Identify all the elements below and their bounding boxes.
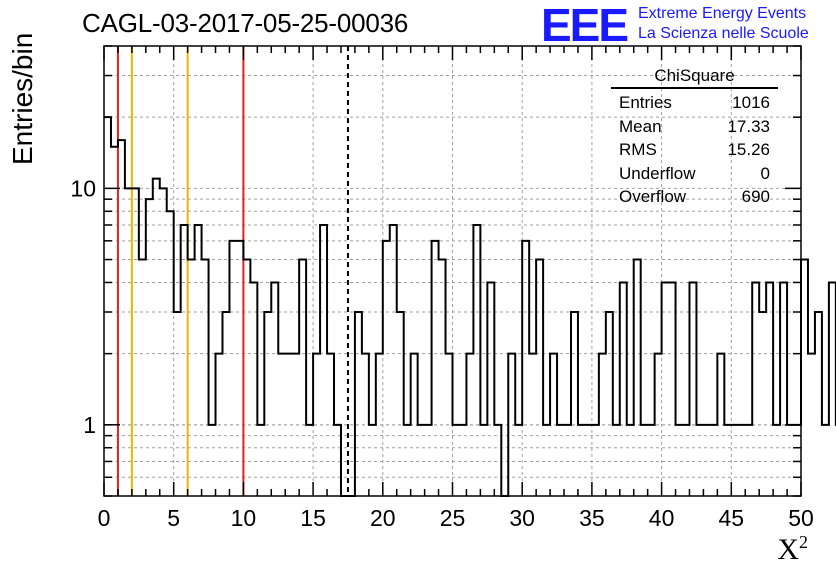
stats-value: 690	[741, 187, 770, 206]
x-tick-label: 30	[509, 505, 535, 531]
x-tick-label: 5	[167, 505, 180, 531]
stats-label: Overflow	[619, 187, 687, 206]
x-tick-label: 25	[440, 505, 466, 531]
eee-logo: EEE	[541, 0, 629, 51]
histogram-line	[104, 116, 836, 497]
x-tick-label: 45	[719, 505, 745, 531]
stats-row-underflow: Underflow 0	[611, 162, 778, 186]
reference-lines	[116, 46, 349, 496]
x-tick-label: 20	[370, 505, 396, 531]
stats-value: 1016	[732, 93, 770, 112]
stats-box-title: ChiSquare	[611, 66, 778, 89]
x-tick-label: 50	[788, 505, 814, 531]
stats-row-rms: RMS 15.26	[611, 138, 778, 162]
stats-value: 15.26	[727, 140, 770, 159]
eee-logo-text: Extreme Energy Events La Scienza nelle S…	[638, 4, 809, 44]
stats-box: ChiSquare Entries 1016 Mean 17.33 RMS 15.26 Un…	[611, 66, 778, 209]
y-tick-label: 10	[70, 175, 96, 201]
stats-value: 17.33	[727, 116, 770, 136]
stats-label: Entries	[619, 93, 672, 112]
eee-logo-mark: EEE	[541, 0, 629, 51]
axis-ticks	[103, 45, 802, 497]
y-tick-label: 1	[83, 412, 96, 438]
stats-row-mean: Mean 17.33	[611, 115, 778, 139]
stats-rows: Entries 1016 Mean 17.33 RMS 15.26 Underflow 0 Ov…	[611, 91, 778, 209]
stats-label: Mean	[619, 116, 662, 136]
histogram-series	[104, 116, 836, 497]
stats-label: RMS	[619, 140, 657, 159]
x-tick-label: 10	[231, 505, 257, 531]
stats-row-entries: Entries 1016	[611, 91, 778, 115]
stats-value: 0	[760, 163, 770, 183]
chart-title: CAGL-03-2017-05-25-00036	[82, 8, 409, 38]
stats-row-overflow: Overflow 690	[611, 185, 778, 209]
x-axis-label: X2	[777, 532, 808, 567]
logo-line-1: Extreme Energy Events	[638, 5, 807, 22]
x-tick-label: 15	[300, 505, 326, 531]
x-axis-label-superscript: 2	[799, 532, 808, 552]
x-axis-label-base: X	[777, 533, 799, 566]
x-tick-label: 0	[98, 505, 111, 531]
x-tick-label: 35	[579, 505, 605, 531]
axis-tick-labels: 0 5 10 15 20 25 30 35 40 45 50 1 10	[70, 175, 813, 531]
logo-line-2: La Scienza nelle Scuole	[638, 25, 809, 42]
stats-label: Underflow	[619, 163, 696, 183]
x-tick-label: 40	[649, 505, 675, 531]
